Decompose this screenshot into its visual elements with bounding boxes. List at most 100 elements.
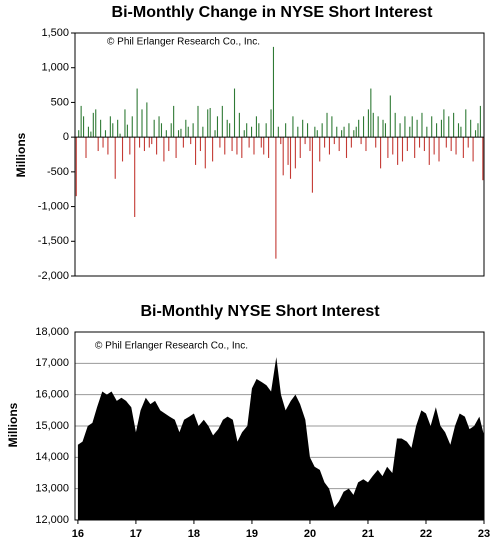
- bar: [341, 130, 343, 138]
- bar: [129, 137, 131, 155]
- bar: [336, 126, 338, 138]
- bar: [163, 137, 165, 162]
- bar: [146, 102, 148, 138]
- bar: [243, 130, 245, 138]
- bar: [348, 123, 350, 138]
- bar: [263, 137, 265, 155]
- bar: [197, 105, 199, 138]
- bar: [170, 123, 172, 138]
- bar: [382, 119, 384, 138]
- bar: [258, 123, 260, 138]
- bar: [436, 123, 438, 138]
- bar: [418, 137, 421, 148]
- bar: [350, 137, 352, 148]
- bar: [226, 119, 228, 138]
- bar: [375, 137, 377, 148]
- bar: [421, 112, 423, 138]
- bar: [275, 137, 277, 259]
- bar: [445, 137, 447, 148]
- y-tick-label: -2,000: [38, 270, 69, 282]
- bar: [107, 137, 109, 155]
- bar: [331, 116, 333, 138]
- bar: [423, 137, 425, 152]
- bar: [392, 137, 394, 155]
- bar: [397, 137, 399, 165]
- y-tick-label: -1,500: [38, 235, 69, 247]
- bar: [121, 137, 124, 162]
- bar: [112, 123, 114, 138]
- bar: [482, 137, 484, 181]
- bar: [302, 119, 304, 138]
- bar: [306, 123, 309, 138]
- x-tick-label: 20: [304, 528, 316, 540]
- bar: [109, 116, 111, 138]
- bar: [314, 126, 316, 138]
- bar: [470, 119, 472, 138]
- bar: [294, 137, 296, 169]
- bar: [333, 137, 335, 145]
- bar: [83, 116, 85, 138]
- bar: [272, 46, 275, 138]
- bar: [78, 130, 80, 138]
- bar: [214, 130, 216, 138]
- y-tick-label: -1,000: [38, 200, 69, 212]
- bar: [160, 123, 163, 138]
- y-tick-label: 17,000: [35, 357, 69, 369]
- bar: [462, 137, 464, 158]
- bar: [85, 137, 87, 158]
- bar: [97, 137, 99, 152]
- bar: [404, 116, 406, 138]
- bar: [406, 137, 408, 152]
- bar: [453, 112, 455, 138]
- bar: [409, 126, 411, 138]
- bar: [75, 137, 77, 197]
- bar: [448, 116, 450, 138]
- bar: [92, 112, 94, 138]
- bar: [467, 137, 469, 148]
- y-tick-label: 0: [63, 131, 69, 143]
- bar: [360, 137, 362, 145]
- bar: [175, 137, 177, 158]
- y-tick-label: 1,500: [41, 27, 69, 39]
- y-tick-label: 15,000: [35, 420, 69, 432]
- bar: [199, 137, 201, 152]
- bar: [380, 137, 382, 169]
- bar: [185, 119, 187, 138]
- bar: [173, 105, 175, 138]
- bar: [433, 137, 435, 155]
- bar: [280, 137, 282, 145]
- plot-frame: [74, 32, 485, 277]
- bar: [474, 130, 477, 138]
- y-axis-label: Millions: [6, 402, 20, 447]
- bar: [180, 128, 182, 138]
- bar: [102, 137, 104, 148]
- bar: [80, 105, 82, 138]
- bar: [414, 137, 416, 158]
- bar: [282, 137, 284, 176]
- bar: [319, 137, 321, 162]
- bar: [338, 137, 340, 152]
- bar: [192, 123, 194, 138]
- bar: [438, 137, 440, 162]
- bar: [479, 105, 481, 138]
- bar: [289, 137, 292, 179]
- bar: [141, 109, 143, 138]
- bar: [182, 137, 184, 148]
- bar: [168, 137, 170, 152]
- bar: [265, 123, 267, 138]
- bar: [117, 119, 119, 138]
- bar: [285, 123, 287, 138]
- bar: [355, 126, 357, 138]
- bar: [416, 119, 418, 138]
- bar: [255, 116, 257, 138]
- bar: [299, 137, 301, 158]
- bar: [233, 88, 236, 138]
- bar: [394, 112, 396, 138]
- bar: [251, 126, 253, 138]
- bar: [384, 123, 387, 138]
- y-tick-label: 16,000: [35, 389, 69, 401]
- bar: [165, 130, 167, 138]
- bar: [304, 137, 306, 145]
- bar: [362, 116, 365, 138]
- bar: [190, 137, 192, 145]
